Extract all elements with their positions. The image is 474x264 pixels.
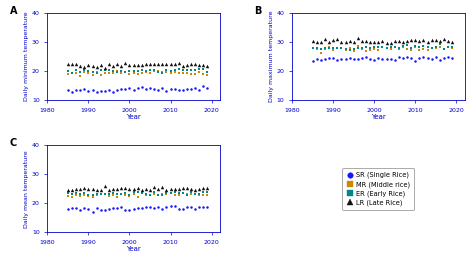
Legend: SR (Single Rice), MR (Middle rice), ER (Early Rice), LR (Late Rice): SR (Single Rice), MR (Middle rice), ER (…	[342, 168, 414, 210]
Y-axis label: Daily maximum temperature: Daily maximum temperature	[269, 11, 274, 102]
X-axis label: Year: Year	[126, 246, 141, 252]
Y-axis label: Daily mean temperature: Daily mean temperature	[24, 150, 29, 228]
Y-axis label: Daily minimum temperature: Daily minimum temperature	[24, 12, 29, 101]
Text: C: C	[9, 138, 17, 148]
X-axis label: Year: Year	[126, 114, 141, 120]
Text: B: B	[254, 6, 262, 16]
Text: A: A	[9, 6, 17, 16]
X-axis label: Year: Year	[371, 114, 386, 120]
